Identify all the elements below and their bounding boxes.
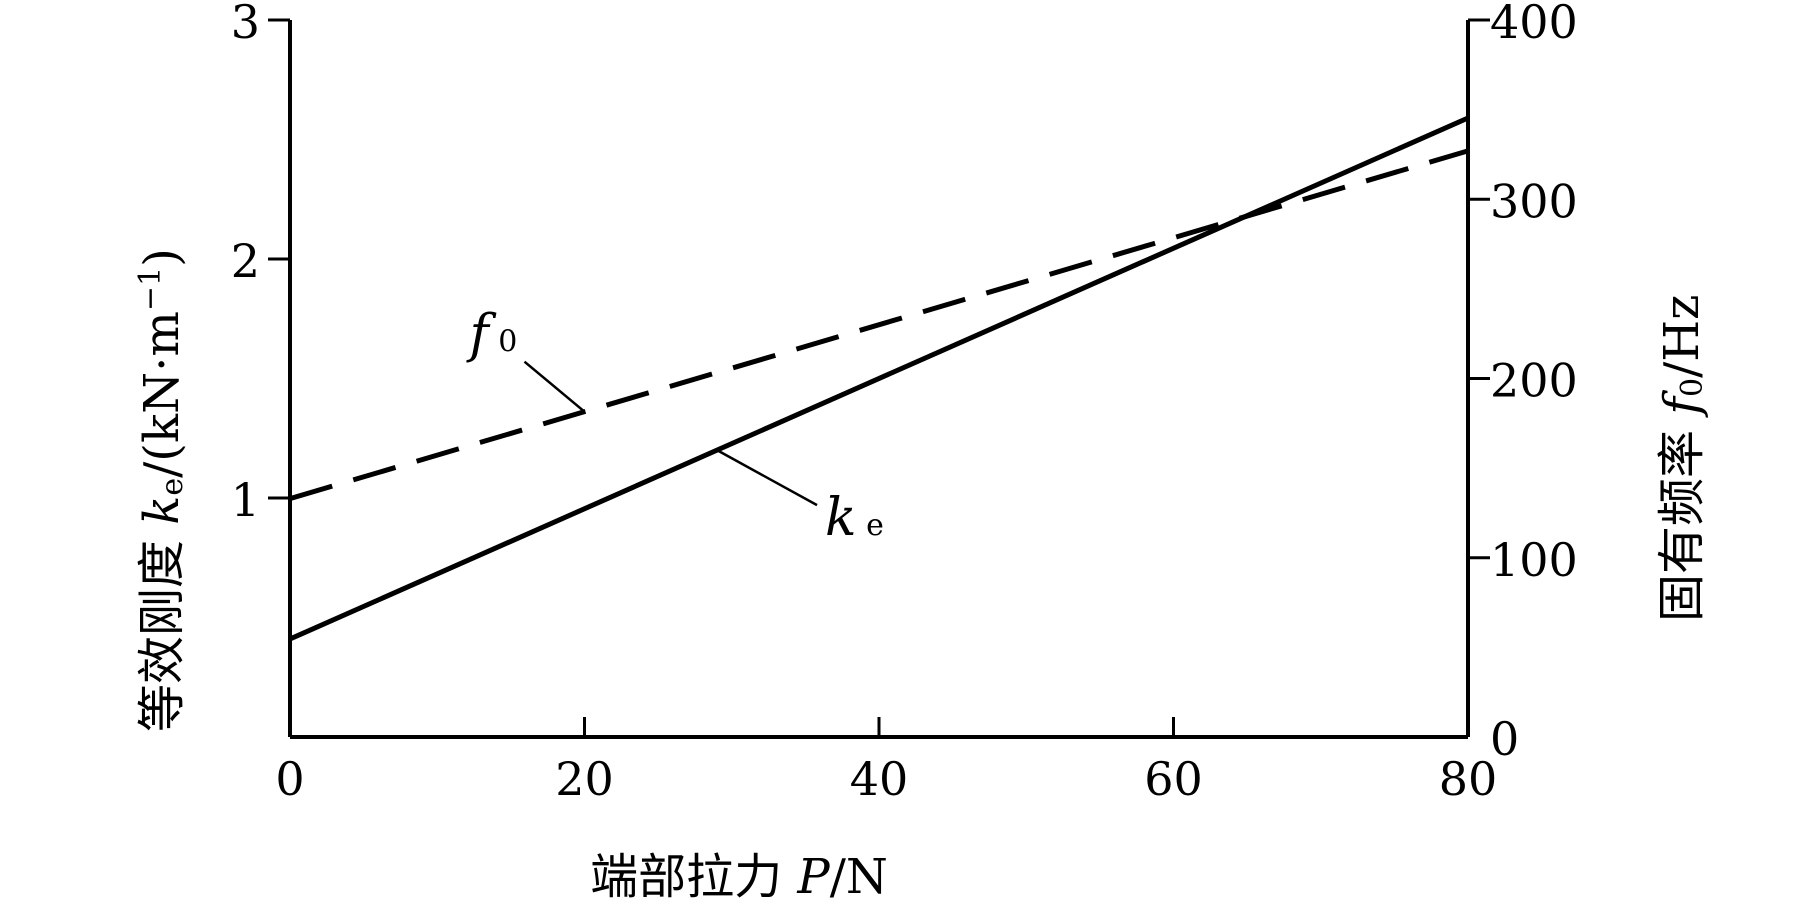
y-left-tick-label: 1: [231, 473, 260, 527]
x-axis-title: 端部拉力 P/N: [590, 849, 888, 905]
y-right-tick-label: 400: [1490, 0, 1578, 49]
series-label-ke: k e: [825, 488, 884, 548]
x-tick-label: 40: [850, 752, 909, 806]
labels-layer: k e f 0 端部拉力 P/N 等效刚度 ke/(kN·m−1) 固有频率 f0/Hz: [133, 248, 1710, 905]
axes: 0 20 40 60 80 1 2 3 0 100 200 300 400: [231, 0, 1578, 806]
series-line-ke: [288, 115, 1470, 642]
x-tick-label: 80: [1439, 752, 1498, 806]
series-line-f0: [289, 148, 1469, 501]
y-left-tick-label: 3: [231, 0, 260, 49]
y-right-tick-label: 100: [1490, 533, 1578, 587]
y-right-tick-label: 0: [1490, 712, 1519, 766]
y-axis-left-title: 等效刚度 ke/(kN·m−1): [133, 248, 190, 732]
y-left-tick-label: 2: [231, 234, 260, 288]
x-tick-label: 20: [555, 752, 614, 806]
series-layer: [288, 115, 1470, 642]
series-label-f0: f 0: [466, 305, 518, 365]
y-axis-right-title: 固有频率 f0/Hz: [1654, 295, 1710, 622]
x-tick-label: 60: [1144, 752, 1203, 806]
x-tick-label: 0: [275, 752, 304, 806]
leader-line-f0: [523, 360, 586, 413]
leader-line-ke: [716, 449, 818, 507]
y-right-tick-label: 200: [1490, 354, 1578, 408]
y-right-tick-label: 300: [1490, 174, 1578, 228]
